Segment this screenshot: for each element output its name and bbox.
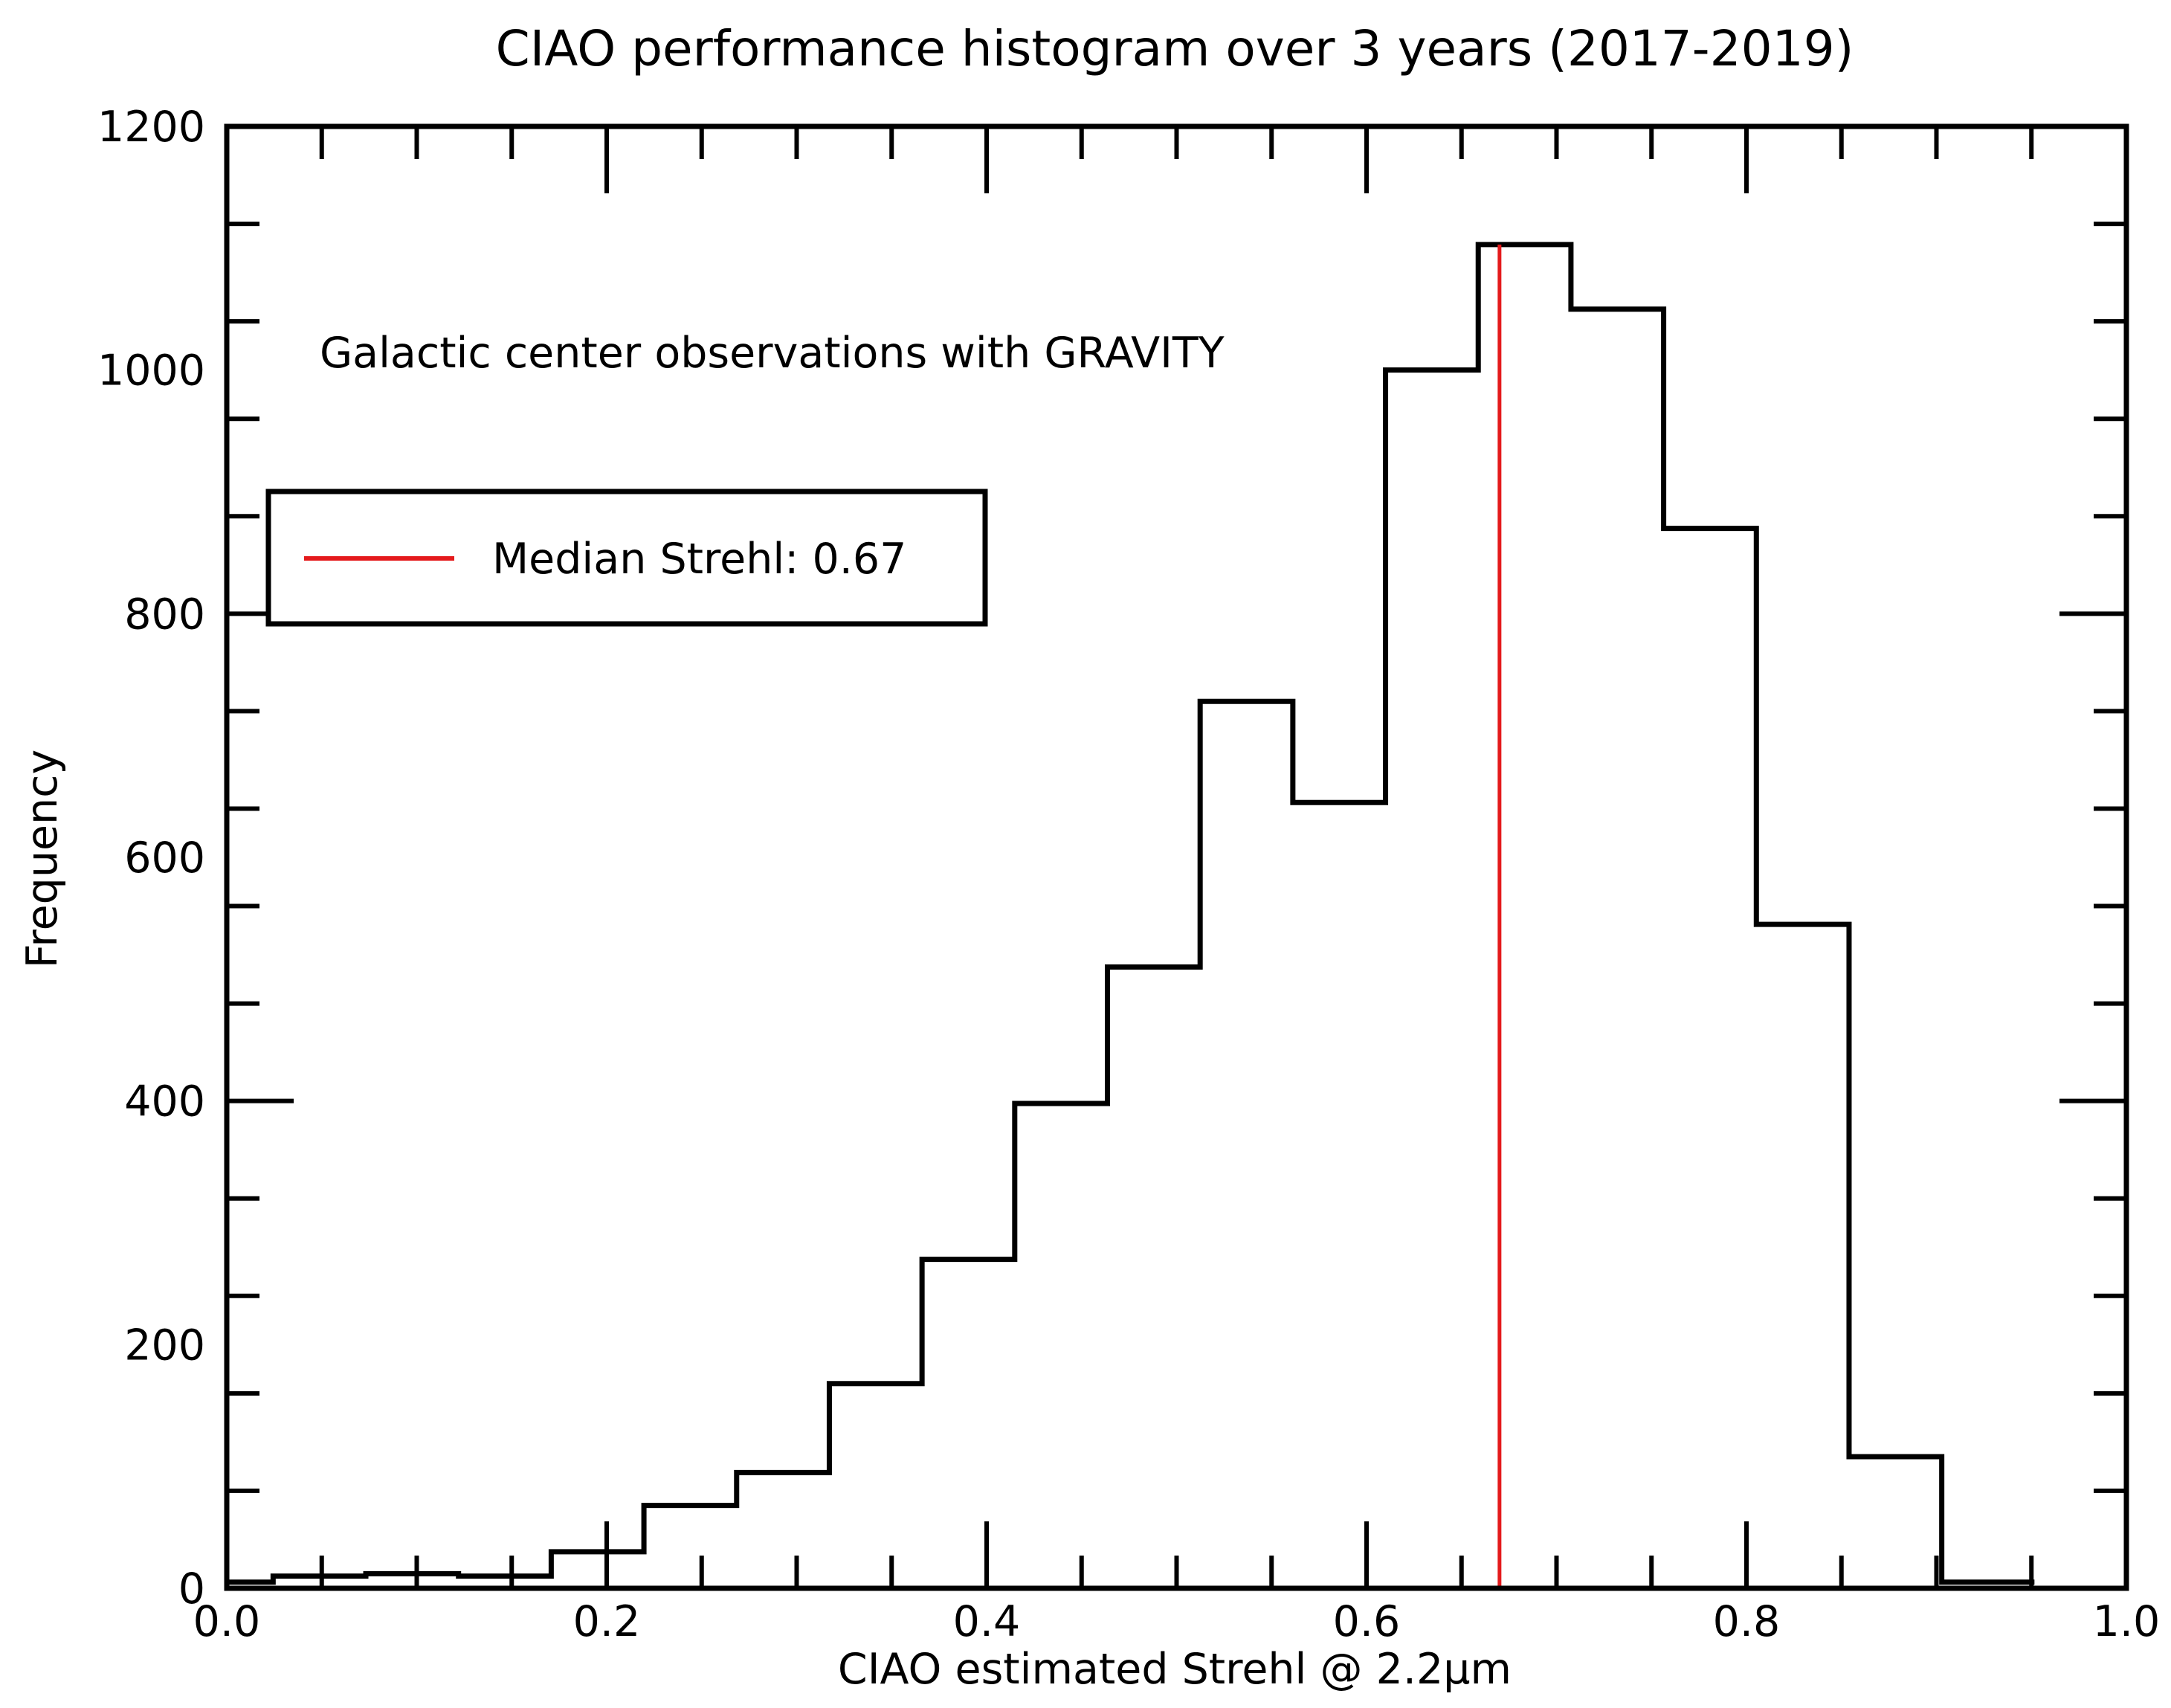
- plot-frame: [224, 123, 2129, 1591]
- x-tick-label: 1.0: [2093, 1597, 2161, 1646]
- y-tick-label: 800: [124, 590, 205, 639]
- legend-label: Median Strehl: 0.67: [492, 535, 906, 584]
- y-tick-label: 400: [124, 1077, 205, 1127]
- y-tick-label: 1000: [97, 347, 205, 396]
- chart-title: CIAO performance histogram over 3 years …: [496, 20, 1854, 77]
- y-tick-label: 0: [178, 1564, 205, 1614]
- y-tick-label: 200: [124, 1321, 205, 1370]
- y-tick-label: 600: [124, 834, 205, 883]
- y-tick-labels: 0 200 400 600 800 1000 1200: [97, 103, 205, 1614]
- annotation-text: Galactic center observations with GRAVIT…: [320, 329, 1225, 378]
- legend: Median Strehl: 0.67: [265, 489, 988, 627]
- x-axis-label: CIAO estimated Strehl @ 2.2μm: [838, 1645, 1512, 1694]
- x-tick-label: 0.8: [1713, 1597, 1781, 1646]
- histogram-step-line: [227, 242, 2035, 1585]
- x-tick-labels: 0.0 0.2 0.4 0.6 0.8 1.0: [193, 1597, 2161, 1646]
- x-tick-label: 0.4: [953, 1597, 1021, 1646]
- y-axis-label: Frequency: [18, 750, 67, 968]
- x-tick-label: 0.0: [193, 1597, 261, 1646]
- y-tick-label: 1200: [97, 103, 205, 152]
- x-tick-label: 0.2: [573, 1597, 641, 1646]
- x-tick-label: 0.6: [1333, 1597, 1401, 1646]
